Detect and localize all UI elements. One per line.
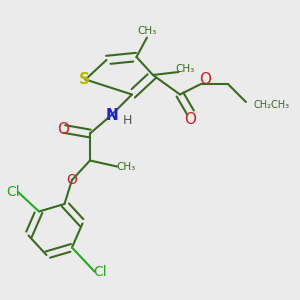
Text: S: S [79, 72, 89, 87]
Text: CH₃: CH₃ [176, 64, 195, 74]
Text: CH₂CH₃: CH₂CH₃ [254, 100, 290, 110]
Text: CH₃: CH₃ [137, 26, 157, 37]
Text: CH₃: CH₃ [116, 161, 136, 172]
Text: O: O [57, 122, 69, 136]
Text: N: N [106, 108, 119, 123]
Text: H: H [123, 113, 132, 127]
Text: Cl: Cl [93, 265, 107, 278]
Text: Cl: Cl [6, 185, 20, 199]
Text: O: O [200, 72, 211, 87]
Text: O: O [67, 173, 77, 187]
Text: O: O [184, 112, 196, 128]
